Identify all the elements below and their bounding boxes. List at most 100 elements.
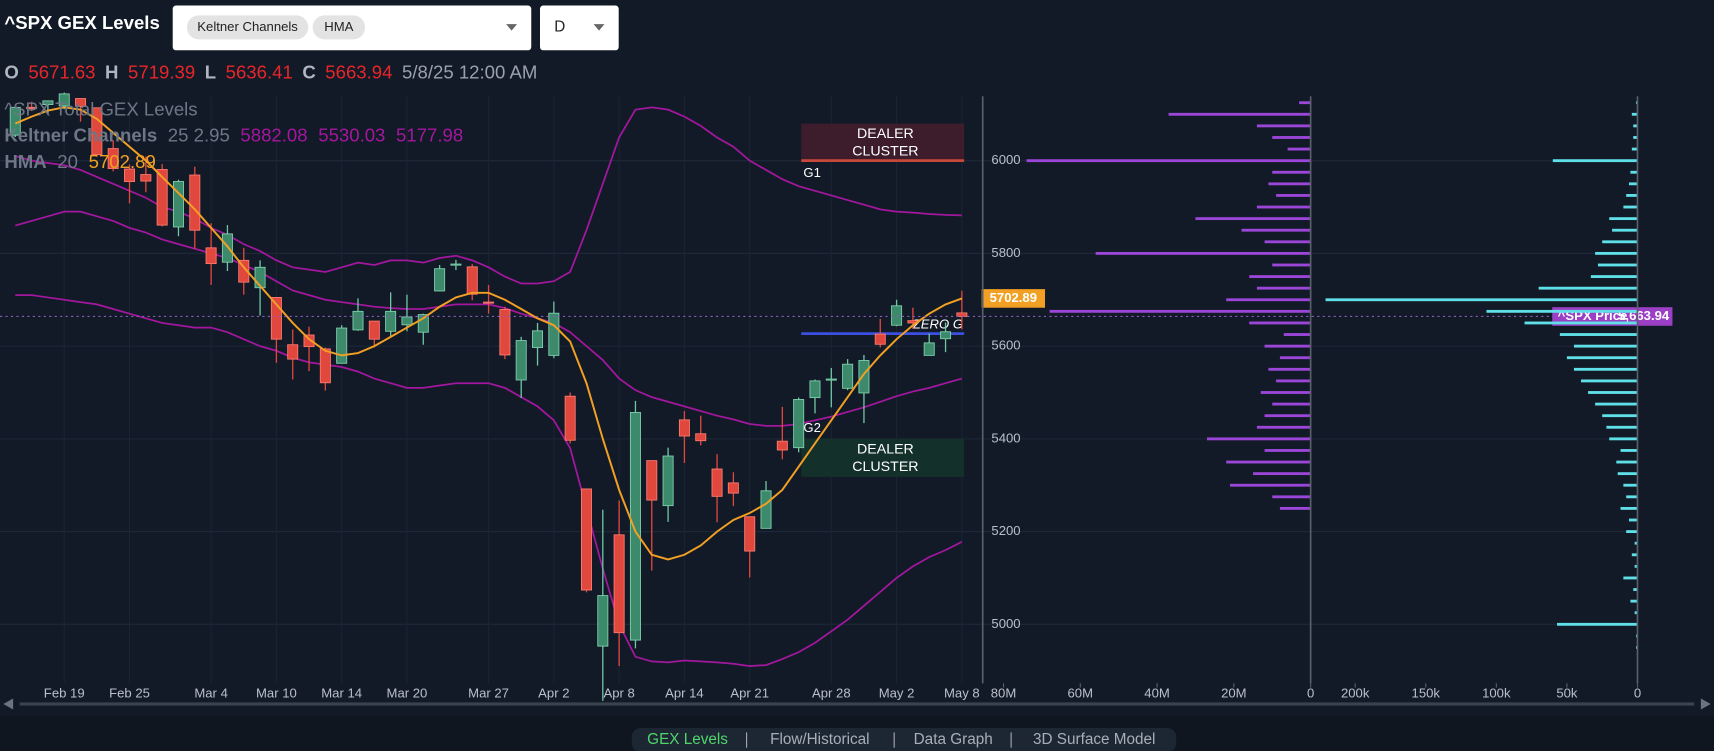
candle-body <box>189 174 201 231</box>
bar <box>1256 124 1311 128</box>
bar <box>1559 333 1638 336</box>
candle-body <box>548 312 560 356</box>
bar <box>1249 275 1311 278</box>
dealer-cluster <box>801 123 965 161</box>
candle-body <box>629 411 641 641</box>
bar <box>1095 251 1311 255</box>
chip[interactable] <box>186 15 309 40</box>
x-tick-label: Apr 14 <box>665 686 704 701</box>
bar <box>1602 414 1638 418</box>
bar <box>1195 217 1311 221</box>
candle-body <box>662 455 674 507</box>
bar <box>1230 483 1311 487</box>
candle-body <box>401 316 413 326</box>
bar <box>1552 159 1638 163</box>
bar <box>1279 506 1311 510</box>
candle-body <box>42 100 54 105</box>
x-tick-label: May 2 <box>879 686 915 701</box>
hma-line <box>14 106 963 561</box>
candle-body <box>205 247 217 265</box>
ohlc-value: 5719.39 <box>128 61 195 82</box>
bar <box>1256 286 1311 290</box>
bar <box>1325 298 1638 302</box>
candle-body <box>825 378 837 381</box>
bar <box>1630 599 1638 603</box>
bar <box>1626 495 1638 499</box>
indicator-select[interactable]: Keltner Channels HMA <box>172 5 532 51</box>
bar <box>1264 449 1311 452</box>
x-tick-label: Feb 25 <box>109 686 150 701</box>
dealer-cluster <box>801 438 965 477</box>
y-tick-label: 5600 <box>991 338 1020 353</box>
x-tick-label: Apr 8 <box>603 686 634 701</box>
tab[interactable]: GEX Levels <box>647 731 728 748</box>
bar <box>1617 472 1638 476</box>
bar <box>1264 240 1311 244</box>
candle-body <box>466 266 478 295</box>
candle-body <box>842 363 854 389</box>
cluster-label: CLUSTER <box>852 459 918 475</box>
x-tick-label: 0 <box>1634 686 1641 701</box>
ohlc-key: C <box>302 61 315 82</box>
interval-label[interactable]: D <box>554 18 565 35</box>
candle-body <box>940 331 952 340</box>
candle-body <box>646 460 658 501</box>
ohlc-key: O <box>4 61 18 82</box>
candle-body <box>124 168 136 182</box>
x-tick-label: 50k <box>1556 686 1578 701</box>
candle-body <box>352 310 364 331</box>
tab[interactable]: Data Graph <box>914 731 993 748</box>
cluster-label: DEALER <box>857 442 914 458</box>
bar <box>1264 414 1311 418</box>
bar <box>1283 333 1311 336</box>
candle-body <box>58 93 70 107</box>
bar <box>1609 437 1638 441</box>
tab[interactable]: Flow/Historical <box>770 731 869 748</box>
legend-value: 5530.03 <box>318 125 385 146</box>
bar <box>1264 344 1311 348</box>
y-tick-label: 5400 <box>991 430 1020 445</box>
x-tick-label: 60M <box>1068 686 1094 701</box>
candle-body <box>613 534 625 634</box>
x-tick-label: May 8 <box>944 686 980 701</box>
x-tick-label: 80M <box>991 686 1017 701</box>
chip[interactable] <box>312 15 366 40</box>
bar <box>1590 275 1638 278</box>
candle-body <box>793 399 805 449</box>
candle-body <box>434 268 446 292</box>
y-tick-label: 6000 <box>991 152 1020 167</box>
select-box[interactable] <box>539 5 619 51</box>
candle-body <box>221 233 233 263</box>
candle-body <box>727 482 739 494</box>
legend-params: 25 2.95 <box>168 125 230 146</box>
bar <box>1206 437 1311 441</box>
caret[interactable] <box>506 24 518 31</box>
candle-body <box>270 297 282 340</box>
bar <box>1633 124 1638 128</box>
caret[interactable] <box>593 24 605 31</box>
scroll-left[interactable] <box>3 698 14 710</box>
candle-body <box>956 312 968 317</box>
bar <box>1272 263 1311 267</box>
interval-select[interactable]: D <box>539 5 619 51</box>
bar <box>1629 182 1638 186</box>
bar <box>1623 205 1638 209</box>
candle-body <box>417 314 429 333</box>
legend-keltner: Keltner Channels 25 2.95 5882.08 5530.03… <box>4 125 463 146</box>
scroll-right[interactable] <box>1700 698 1711 710</box>
candle-body <box>891 305 903 326</box>
chip-label[interactable]: Keltner Channels <box>197 19 298 34</box>
chip-label[interactable]: HMA <box>324 19 353 34</box>
cluster-label: CLUSTER <box>852 144 918 160</box>
bar <box>1566 356 1638 360</box>
x-tick-label: Mar 20 <box>387 686 428 701</box>
legend-params: 20 <box>57 151 78 172</box>
bar <box>1633 136 1638 139</box>
candle-body <box>678 419 690 437</box>
bar <box>1631 112 1638 116</box>
bar <box>1629 518 1638 522</box>
tab[interactable]: 3D Surface Model <box>1033 731 1155 748</box>
legend-layer: ^SPX Total GEX Levels Keltner Channels 2… <box>4 98 463 171</box>
